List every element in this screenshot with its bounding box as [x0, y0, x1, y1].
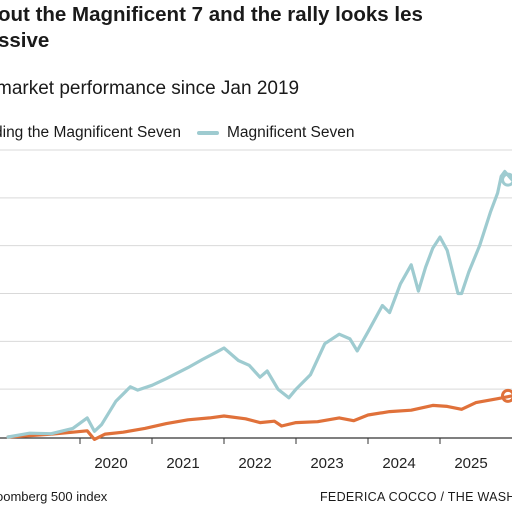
legend-label-ex-mag7: ding the Magnificent Seven: [0, 124, 181, 141]
series-line-mag7: [6, 169, 512, 439]
x-tick-label: 2023: [310, 455, 343, 472]
series-line-ex-mag7: [6, 394, 512, 441]
chart-subtitle: market performance since Jan 2019: [0, 78, 300, 99]
legend-swatch-mag7: [196, 131, 219, 135]
gridlines: [0, 149, 512, 390]
x-tick-label: 2020: [94, 455, 127, 472]
x-tick-label: 2024: [382, 455, 415, 472]
x-tick-label: 2025: [454, 455, 487, 472]
source-note: oomberg 500 index: [0, 489, 108, 504]
x-axis: 2020 2021 2022 2023 2024 2025: [0, 437, 512, 472]
x-tick-label: 2022: [238, 455, 271, 472]
end-marker-mag7: [501, 172, 512, 187]
end-marker-ex-mag7: [501, 388, 512, 403]
series-lines: [6, 169, 512, 441]
credit-line: FEDERICA COCCO / THE WASHIN: [320, 490, 512, 504]
legend: ding the Magnificent Seven Magnificent S…: [0, 124, 355, 142]
legend-label-mag7: Magnificent Seven: [226, 124, 355, 141]
x-tick-label: 2021: [166, 455, 199, 472]
chart-title: out the Magnificent 7 and the rally look…: [0, 3, 423, 52]
